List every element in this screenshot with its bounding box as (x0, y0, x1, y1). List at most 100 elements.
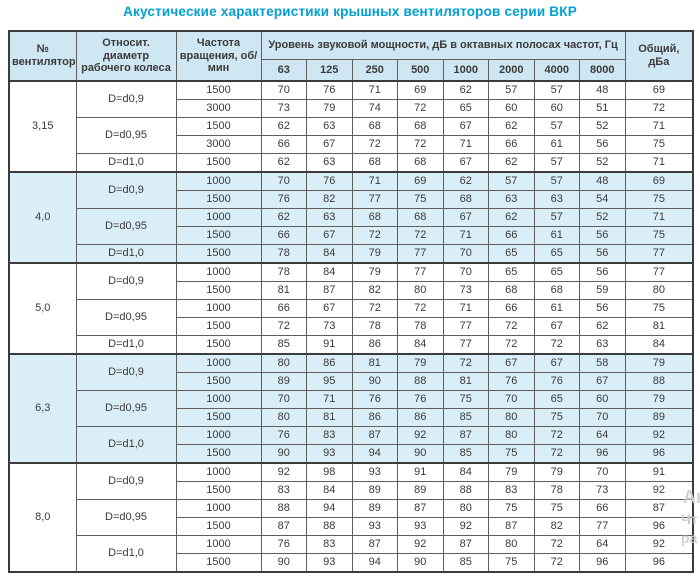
watermark-fragment: Ак (683, 487, 700, 507)
rpm-cell: 1500 (175, 244, 262, 264)
sound-level-cell: 83 (260, 481, 307, 500)
sound-level-cell: 89 (260, 372, 307, 391)
total-dba-cell: 96 (624, 444, 694, 464)
sound-level-cell: 90 (351, 372, 398, 391)
table-row: 3000 66 67 72 72 71 66 61 56 75 (9, 135, 694, 154)
sound-level-cell: 78 (260, 244, 307, 264)
sound-level-cell: 72 (351, 226, 398, 245)
sound-level-cell: 92 (442, 517, 489, 536)
sound-level-cell: 78 (533, 481, 580, 500)
sound-level-cell: 57 (533, 171, 580, 191)
sound-level-cell: 90 (397, 444, 444, 464)
sound-level-cell: 80 (488, 408, 535, 427)
sound-level-cell: 67 (442, 117, 489, 136)
sound-level-cell: 63 (579, 335, 626, 355)
sound-level-cell: 69 (397, 171, 444, 191)
sound-level-cell: 70 (579, 462, 626, 482)
sound-level-cell: 90 (260, 553, 307, 573)
sound-level-cell: 57 (533, 80, 580, 100)
sound-level-cell: 56 (579, 226, 626, 245)
sound-level-cell: 81 (351, 353, 398, 373)
rpm-cell: 1500 (175, 226, 262, 245)
col-header-freq-63: 63 (260, 59, 307, 82)
total-dba-cell: 92 (624, 481, 694, 500)
sound-level-cell: 84 (306, 481, 353, 500)
sound-level-cell: 79 (397, 353, 444, 373)
watermark-fragment: Чт (681, 511, 698, 527)
sound-level-cell: 62 (260, 153, 307, 173)
table-row: D=d1,0 1500 78 84 79 77 70 65 65 56 77 (9, 244, 694, 264)
table-row: 1500 83 84 89 89 88 83 78 73 92 (9, 481, 694, 500)
rpm-cell: 1500 (175, 281, 262, 300)
col-header-freq-8000: 8000 (579, 59, 626, 82)
rpm-cell: 1000 (175, 462, 262, 482)
sound-level-cell: 71 (351, 171, 398, 191)
sound-level-cell: 67 (306, 299, 353, 318)
sound-level-cell: 60 (533, 99, 580, 118)
sound-level-cell: 72 (488, 317, 535, 336)
sound-level-cell: 57 (533, 117, 580, 136)
diameter-cell: D=d1,0 (75, 153, 177, 173)
sound-level-cell: 56 (579, 135, 626, 154)
sound-level-cell: 77 (442, 335, 489, 355)
sound-level-cell: 88 (397, 372, 444, 391)
table-row: D=d0,95 1000 88 94 89 87 80 75 75 66 87 (9, 499, 694, 536)
sound-level-cell: 56 (579, 244, 626, 264)
table-row: 1500 89 95 90 88 81 76 76 67 88 (9, 372, 694, 391)
sound-level-cell: 72 (442, 353, 489, 373)
rpm-cell: 1500 (175, 444, 262, 464)
sound-level-cell: 70 (260, 171, 307, 191)
table-row: D=d0,95 1000 62 63 68 68 67 62 57 52 71 (9, 208, 694, 245)
sound-level-cell: 58 (579, 353, 626, 373)
sound-level-cell: 87 (442, 535, 489, 554)
sound-level-cell: 73 (306, 317, 353, 336)
diameter-cell: D=d0,9 (75, 353, 177, 391)
sound-level-cell: 92 (260, 462, 307, 482)
sound-level-cell: 81 (306, 408, 353, 427)
sound-level-cell: 62 (442, 171, 489, 191)
sound-level-cell: 98 (306, 462, 353, 482)
sound-level-cell: 85 (260, 335, 307, 355)
sound-level-cell: 72 (533, 444, 580, 464)
sound-level-cell: 68 (488, 281, 535, 300)
sound-level-cell: 69 (397, 80, 444, 100)
sound-level-cell: 73 (579, 481, 626, 500)
table-row: D=d0,95 1000 70 71 76 76 75 70 65 60 79 (9, 390, 694, 427)
sound-level-cell: 76 (260, 535, 307, 554)
sound-level-cell: 72 (397, 299, 444, 318)
col-header-freq-500: 500 (397, 59, 444, 82)
sound-level-cell: 75 (397, 190, 444, 209)
sound-level-cell: 66 (579, 499, 626, 518)
rpm-cell: 1000 (175, 171, 262, 191)
sound-level-cell: 60 (488, 99, 535, 118)
sound-level-cell: 78 (260, 262, 307, 282)
sound-level-cell: 89 (351, 481, 398, 500)
sound-level-cell: 72 (397, 99, 444, 118)
sound-level-cell: 65 (442, 99, 489, 118)
rpm-cell: 1500 (175, 481, 262, 500)
total-dba-cell: 89 (624, 408, 694, 427)
total-dba-cell: 88 (624, 372, 694, 391)
sound-level-cell: 77 (351, 190, 398, 209)
sound-level-cell: 82 (306, 190, 353, 209)
diameter-cell: D=d0,9 (75, 262, 177, 300)
acoustic-table: № вентилятора Относит. диаметр рабочего … (8, 30, 695, 573)
sound-level-cell: 66 (260, 299, 307, 318)
sound-level-cell: 73 (260, 99, 307, 118)
table-row: D=d0,95 1500 62 63 68 68 67 62 57 52 71 (9, 117, 694, 154)
sound-level-cell: 61 (533, 135, 580, 154)
total-dba-cell: 92 (624, 535, 694, 554)
rpm-cell: 1000 (175, 208, 262, 227)
acoustic-table-body: 3,15 D=d0,9 1500 70 76 71 69 62 57 57 48 69 3000 73 79… (8, 80, 694, 573)
sound-level-cell: 67 (488, 353, 535, 373)
sound-level-cell: 65 (533, 262, 580, 282)
table-row: D=d1,0 1500 85 91 86 84 77 72 72 63 84 (9, 335, 694, 355)
table-row: 3,15 D=d0,9 1500 70 76 71 69 62 57 57 48 69 (8, 80, 694, 173)
sound-level-cell: 70 (260, 80, 307, 100)
sound-level-cell: 57 (533, 208, 580, 227)
table-row: D=d1,0 1000 76 83 87 92 87 80 72 64 92 (9, 426, 694, 464)
sound-level-cell: 68 (442, 190, 489, 209)
sound-level-cell: 89 (351, 499, 398, 518)
rpm-cell: 3000 (175, 99, 262, 118)
table-row: 6,3 D=d0,9 1000 80 86 81 79 72 67 67 58 79 (8, 353, 694, 464)
